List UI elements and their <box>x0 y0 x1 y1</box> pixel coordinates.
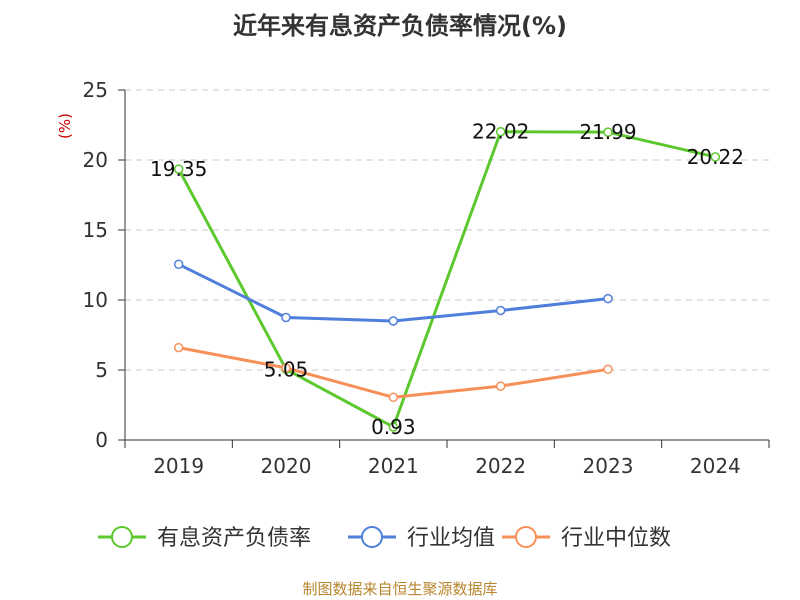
data-labels: 19.35 5.05 0.93 22.02 21.99 20.22 <box>150 120 744 439</box>
series-2 <box>173 259 613 326</box>
data-point <box>173 259 184 270</box>
data-point <box>173 342 184 353</box>
data-point <box>710 152 721 162</box>
data-point <box>603 293 613 304</box>
data-label: 22.02 <box>472 120 529 144</box>
chart-title: 近年来有息资产负债率情况(%) <box>233 12 567 40</box>
legend-item-3[interactable]: 行业中位数 <box>502 526 671 551</box>
legend-marker <box>111 526 133 548</box>
series-1 <box>173 126 721 432</box>
x-tick-label: 2024 <box>690 454 741 478</box>
data-label: 19.35 <box>150 157 207 181</box>
data-label: 5.05 <box>264 357 309 381</box>
data-label: 21.99 <box>579 120 636 144</box>
gridlines <box>125 89 769 371</box>
legend-item-1[interactable]: 有息资产负债率 <box>98 526 311 551</box>
data-point <box>603 364 613 375</box>
series-line <box>177 130 716 429</box>
series-3 <box>173 342 613 403</box>
y-tick-label: 10 <box>83 288 108 312</box>
series-lines <box>173 126 721 432</box>
data-point <box>388 392 399 403</box>
legend-label: 有息资产负债率 <box>157 526 311 551</box>
source-note: 制图数据来自恒生聚源数据库 <box>302 580 497 598</box>
legend-marker <box>361 526 383 548</box>
legend-label: 行业均值 <box>407 526 495 551</box>
x-tick-label: 2023 <box>583 454 634 478</box>
data-point <box>495 126 506 137</box>
data-point <box>281 363 291 373</box>
y-tick-label: 0 <box>95 428 108 452</box>
data-point <box>388 422 399 432</box>
legend-marker <box>515 526 537 548</box>
series-line <box>178 262 609 323</box>
y-tick-label: 25 <box>83 78 108 102</box>
data-point <box>281 312 291 323</box>
data-point <box>495 305 506 316</box>
data-point <box>173 164 184 174</box>
y-tick-label: 20 <box>83 148 108 172</box>
data-point <box>495 381 506 391</box>
x-tick-label: 2021 <box>368 454 419 478</box>
x-tick-label: 2020 <box>261 454 312 478</box>
data-point <box>603 127 613 137</box>
series-line <box>178 346 609 399</box>
legend-label: 行业中位数 <box>561 526 671 551</box>
y-axis-unit: (%) <box>56 113 74 139</box>
legend-item-2[interactable]: 行业均值 <box>348 526 495 551</box>
y-tick-label: 5 <box>95 358 108 382</box>
axes: 0 5 10 15 20 25 2019 2020 2021 2022 2023 2024 <box>83 78 770 478</box>
data-label: 0.93 <box>371 415 416 439</box>
legend: 有息资产负债率 行业均值 行业中位数 <box>98 526 671 551</box>
y-tick-label: 15 <box>83 218 108 242</box>
x-tick-label: 2019 <box>153 454 204 478</box>
data-label: 20.22 <box>687 145 744 169</box>
data-point <box>388 316 399 326</box>
x-tick-label: 2022 <box>475 454 526 478</box>
